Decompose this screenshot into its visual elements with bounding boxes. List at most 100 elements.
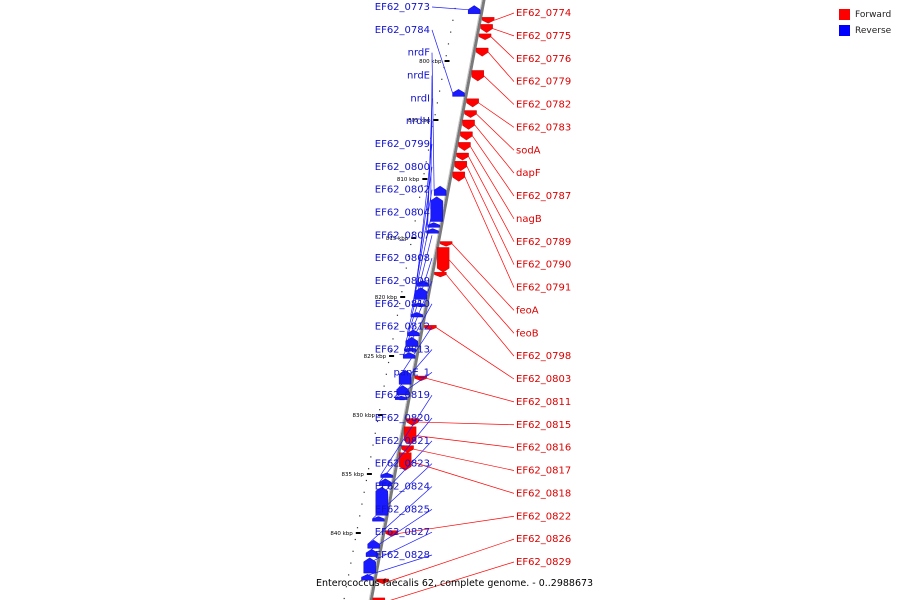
forward-gene-leader xyxy=(487,51,515,82)
forward-gene xyxy=(439,241,453,247)
reverse-gene-label: EF62_0827 xyxy=(375,527,430,538)
legend-label-forward: Forward xyxy=(855,9,892,20)
forward-gene-leader xyxy=(416,435,515,448)
forward-gene-label: EF62_0775 xyxy=(516,31,571,42)
minor-tick xyxy=(399,302,401,305)
reverse-gene-label: EF62_0802 xyxy=(375,185,430,196)
reverse-gene-leader xyxy=(365,509,433,554)
reverse-gene-leader xyxy=(414,166,433,294)
reverse-gene-label: EF62_0813 xyxy=(375,345,430,356)
forward-gene-label: EF62_0826 xyxy=(516,534,571,545)
forward-gene xyxy=(385,530,398,537)
forward-gene xyxy=(462,119,475,130)
minor-tick xyxy=(343,597,345,600)
forward-gene-label: EF62_0779 xyxy=(516,77,571,88)
forward-gene-label: feoB xyxy=(516,328,539,339)
forward-gene-label: EF62_0829 xyxy=(516,557,571,568)
tick-mark xyxy=(389,355,395,357)
minor-tick xyxy=(387,361,390,364)
reverse-gene-label: EF62_0800 xyxy=(375,162,430,173)
reverse-gene xyxy=(405,336,418,347)
forward-gene xyxy=(376,578,389,584)
minor-tick xyxy=(394,326,396,328)
reverse-gene-label: EF62_0828 xyxy=(375,550,430,561)
forward-gene xyxy=(434,272,447,278)
reverse-gene-label: EF62_0773 xyxy=(375,2,430,13)
forward-gene-leader xyxy=(426,378,515,403)
reverse-gene xyxy=(427,222,440,228)
forward-gene-leader xyxy=(397,515,515,534)
forward-gene-leader xyxy=(494,12,515,21)
forward-gene xyxy=(475,47,489,57)
minor-tick xyxy=(445,55,447,57)
minor-tick xyxy=(356,527,359,529)
reverse-gene xyxy=(380,472,393,478)
reverse-gene-leader xyxy=(363,531,433,566)
forward-gene xyxy=(460,131,473,141)
forward-gene-label: EF62_0782 xyxy=(516,100,571,111)
forward-gene-label: EF62_0817 xyxy=(516,466,571,477)
minor-tick xyxy=(372,444,374,446)
forward-gene xyxy=(481,17,495,24)
reverse-gene xyxy=(372,516,385,522)
minor-tick xyxy=(405,267,407,269)
legend-label-reverse: Reverse xyxy=(855,25,892,36)
minor-tick xyxy=(381,397,383,399)
forward-gene-label: EF62_0791 xyxy=(516,283,571,294)
minor-tick xyxy=(370,456,372,458)
forward-gene xyxy=(456,152,469,161)
forward-gene-leader xyxy=(466,165,515,265)
reverse-gene-label: EF62_0819 xyxy=(375,390,430,401)
genome-title: Enterococcus faecalis 62, complete genom… xyxy=(316,578,594,589)
minor-tick xyxy=(434,114,436,116)
minor-tick xyxy=(441,78,443,80)
forward-gene xyxy=(454,161,467,171)
reverse-gene xyxy=(367,539,380,549)
forward-gene-label: EF62_0822 xyxy=(516,511,571,522)
reverse-gene-label: EF62_0784 xyxy=(375,25,430,36)
reverse-gene xyxy=(426,228,439,234)
reverse-gene-leader xyxy=(431,52,435,191)
minor-tick xyxy=(396,314,399,316)
minor-tick xyxy=(352,550,354,552)
forward-gene xyxy=(436,247,450,273)
minor-tick xyxy=(421,184,423,187)
reverse-gene-label: nrdH xyxy=(406,116,430,127)
forward-gene-leader xyxy=(476,113,515,151)
forward-gene-label: nagB xyxy=(516,214,542,225)
reverse-gene-label: EF62_0823 xyxy=(375,459,430,470)
forward-gene-leader xyxy=(464,176,515,288)
forward-gene-label: EF62_0803 xyxy=(516,374,571,385)
tick-label: 810 kbp xyxy=(397,177,420,183)
reverse-gene-leader xyxy=(380,394,433,476)
reverse-gene xyxy=(467,5,481,15)
reverse-gene-label: EF62_0825 xyxy=(375,504,430,515)
reverse-gene-leader xyxy=(367,486,433,545)
reverse-gene-label: panE_1 xyxy=(394,367,431,378)
reverse-gene-leader xyxy=(410,212,433,315)
genome-backbone xyxy=(369,0,486,600)
minor-tick xyxy=(361,503,363,505)
tick-mark xyxy=(411,237,417,239)
minor-tick xyxy=(450,31,452,33)
forward-gene-label: EF62_0811 xyxy=(516,397,571,408)
reverse-gene-leader xyxy=(405,258,433,342)
reverse-gene xyxy=(398,369,412,385)
reverse-gene-label: EF62_0809 xyxy=(375,276,430,287)
reverse-gene xyxy=(430,196,443,222)
forward-gene-label: sodA xyxy=(516,145,541,156)
reverse-gene-label: EF62_0824 xyxy=(375,482,430,493)
forward-gene-leader xyxy=(483,75,515,105)
reverse-gene xyxy=(433,185,447,196)
tick-label: 815 kbp xyxy=(386,236,409,242)
forward-gene-label: dapF xyxy=(516,168,541,179)
minor-tick xyxy=(401,291,403,293)
reverse-gene-leader xyxy=(430,75,433,210)
minor-tick xyxy=(403,279,405,281)
tick-mark xyxy=(366,473,372,475)
tick-label: 825 kbp xyxy=(364,354,387,360)
forward-gene xyxy=(424,325,437,331)
reverse-gene-label: EF62_0812 xyxy=(375,322,430,333)
tick-label: 830 kbp xyxy=(353,413,376,419)
